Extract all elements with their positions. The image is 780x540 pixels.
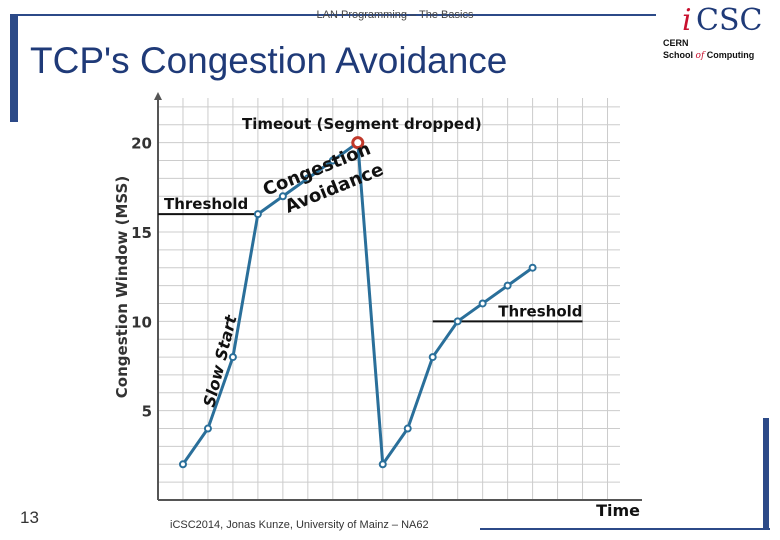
data-point [378, 460, 387, 469]
logo-of: of [695, 51, 705, 61]
data-point [503, 281, 512, 290]
logo-school-line: School of Computing [663, 50, 754, 61]
logo-computing: Computing [706, 50, 755, 60]
logo-i: i [682, 3, 692, 38]
y-axis-arrow [154, 92, 162, 100]
data-point [303, 174, 312, 183]
data-point [203, 424, 212, 433]
data-point [278, 192, 287, 201]
congestion-window-chart: 5 10 15 20 Congestion Window (MSS) Time Thresh… [113, 92, 642, 520]
accent-bar-right [763, 418, 769, 530]
logo-cern: CERN [663, 38, 689, 48]
slide-header: LAN Programming – The Basics [316, 9, 474, 21]
y-tick-label: 20 [131, 135, 152, 153]
data-point [528, 263, 537, 272]
icsc-logo: i CSC CERN School of Computing [660, 6, 775, 62]
series-line [181, 141, 359, 466]
logo-csc: CSC [696, 3, 763, 38]
y-tick-label: 10 [131, 313, 152, 331]
data-point [228, 353, 237, 362]
x-axis-label: Time [596, 501, 640, 520]
slide-footer: iCSC2014, Jonas Kunze, University of Mai… [170, 519, 429, 531]
logo-school: School [663, 50, 694, 60]
accent-bar-left [10, 14, 18, 122]
data-point [453, 317, 462, 326]
data-point [428, 353, 437, 362]
data-point [403, 424, 412, 433]
drop-point-marker [351, 136, 365, 150]
data-point [178, 460, 187, 469]
page-number: 13 [20, 508, 39, 527]
footer-rule [480, 528, 770, 530]
threshold-label: Threshold [164, 195, 248, 213]
timeout-annotation: Timeout (Segment dropped) [242, 115, 482, 133]
data-point [328, 156, 337, 165]
header-rule [10, 14, 656, 16]
data-point [478, 299, 487, 308]
threshold-label: Threshold [498, 302, 582, 320]
y-tick-label: 5 [142, 403, 152, 421]
data-point [253, 210, 262, 219]
slide-title: TCP's Congestion Avoidance [30, 40, 508, 81]
y-axis-label: Congestion Window (MSS) [113, 176, 131, 398]
y-tick-label: 15 [131, 224, 152, 242]
drop-line [356, 142, 385, 465]
